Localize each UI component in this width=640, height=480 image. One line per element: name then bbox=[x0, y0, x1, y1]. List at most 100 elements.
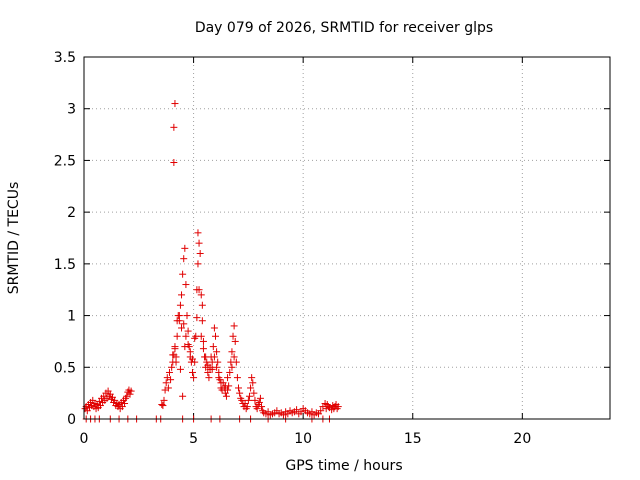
data-point bbox=[238, 396, 246, 404]
data-point bbox=[178, 291, 186, 299]
data-point bbox=[224, 386, 232, 394]
data-point bbox=[127, 387, 135, 395]
data-point bbox=[178, 324, 186, 332]
data-point bbox=[160, 396, 168, 404]
data-point bbox=[197, 332, 205, 340]
y-tick-label: 3.5 bbox=[54, 50, 76, 66]
data-point bbox=[176, 365, 184, 373]
data-point bbox=[196, 250, 204, 258]
data-point bbox=[121, 399, 129, 407]
data-point bbox=[165, 368, 173, 376]
data-point bbox=[180, 320, 188, 328]
data-point bbox=[232, 358, 240, 366]
data-point bbox=[198, 301, 206, 309]
data-point bbox=[181, 244, 189, 252]
data-point bbox=[244, 396, 252, 404]
data-point bbox=[194, 229, 202, 237]
data-point bbox=[212, 332, 219, 340]
y-tick-label: 3 bbox=[67, 102, 76, 118]
data-point bbox=[171, 345, 179, 353]
data-point bbox=[248, 374, 256, 382]
data-point bbox=[222, 392, 230, 400]
data-point bbox=[253, 405, 261, 413]
data-point bbox=[230, 353, 238, 361]
data-point bbox=[181, 343, 189, 351]
y-tick-label: 1.5 bbox=[54, 257, 76, 273]
data-point bbox=[179, 392, 187, 400]
data-point bbox=[188, 368, 196, 376]
data-point bbox=[202, 353, 210, 361]
data-point bbox=[167, 376, 175, 384]
x-tick-label: 0 bbox=[80, 431, 89, 447]
data-point bbox=[213, 348, 221, 356]
data-point bbox=[199, 345, 207, 353]
x-tick-label: 5 bbox=[189, 431, 198, 447]
data-point bbox=[186, 348, 194, 356]
data-point bbox=[221, 382, 229, 390]
data-point bbox=[173, 332, 181, 340]
data-point bbox=[170, 123, 178, 131]
data-point bbox=[235, 384, 243, 392]
data-point bbox=[176, 301, 184, 309]
x-axis-label: GPS time / hours bbox=[285, 458, 402, 474]
y-tick-label: 2.5 bbox=[54, 153, 76, 169]
data-point bbox=[198, 317, 206, 325]
data-point bbox=[224, 374, 232, 382]
data-point bbox=[184, 327, 192, 335]
data-point bbox=[168, 363, 176, 371]
data-point bbox=[175, 312, 183, 320]
data-point bbox=[126, 390, 134, 398]
y-tick-label: 1 bbox=[67, 309, 76, 325]
data-point bbox=[317, 407, 325, 415]
data-point bbox=[324, 403, 332, 411]
data-point bbox=[206, 365, 214, 373]
data-point bbox=[194, 260, 202, 268]
data-point bbox=[215, 374, 223, 382]
data-point bbox=[159, 402, 167, 410]
data-point bbox=[293, 406, 301, 414]
data-point bbox=[208, 358, 216, 366]
data-point bbox=[230, 322, 238, 330]
plot-frame bbox=[83, 56, 611, 420]
data-point bbox=[172, 358, 180, 366]
data-point bbox=[210, 353, 218, 361]
chart-title: Day 079 of 2026, SRMTID for receiver glp… bbox=[195, 20, 493, 36]
data-point bbox=[247, 384, 255, 392]
x-tick-label: 20 bbox=[513, 431, 531, 447]
data-point bbox=[236, 389, 244, 397]
data-point bbox=[204, 361, 212, 369]
data-point bbox=[251, 396, 259, 404]
data-point bbox=[188, 355, 196, 363]
data-point bbox=[180, 255, 188, 263]
data-point bbox=[193, 314, 201, 322]
data-point bbox=[182, 332, 190, 340]
data-point bbox=[182, 281, 190, 289]
data-point bbox=[195, 286, 203, 294]
data-point bbox=[195, 239, 203, 247]
data-point bbox=[162, 379, 170, 387]
data-point bbox=[228, 348, 236, 356]
data-point bbox=[190, 374, 198, 382]
data-point bbox=[205, 374, 213, 382]
data-point bbox=[209, 343, 217, 351]
data-point bbox=[256, 394, 264, 402]
data-point bbox=[243, 403, 251, 411]
data-point bbox=[173, 317, 181, 325]
data-point bbox=[250, 389, 258, 397]
data-point bbox=[164, 384, 172, 392]
y-tick-label: 2 bbox=[67, 205, 76, 221]
y-tick-label: 0.5 bbox=[54, 360, 76, 376]
grid-lines bbox=[84, 57, 610, 419]
data-point bbox=[169, 351, 177, 359]
x-tick-label: 15 bbox=[404, 431, 422, 447]
data-point bbox=[233, 374, 241, 382]
data-point bbox=[258, 403, 266, 411]
data-point bbox=[210, 324, 218, 332]
data-point bbox=[217, 379, 225, 387]
y-tick-label: 0 bbox=[67, 412, 76, 428]
data-point bbox=[245, 392, 253, 400]
data-point bbox=[213, 363, 221, 371]
y-axis-label: SRMTID / TECUs bbox=[6, 182, 22, 295]
data-point bbox=[231, 337, 239, 345]
data-point bbox=[179, 270, 187, 278]
